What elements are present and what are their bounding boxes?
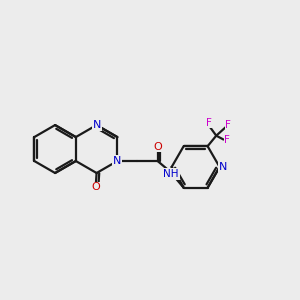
Text: O: O: [91, 182, 100, 192]
Text: F: F: [225, 120, 231, 130]
Text: N: N: [113, 156, 122, 166]
Text: O: O: [153, 142, 162, 152]
Text: NH: NH: [163, 169, 179, 179]
Text: N: N: [92, 120, 101, 130]
Text: N: N: [219, 162, 228, 172]
Text: F: F: [224, 134, 230, 145]
Text: F: F: [206, 118, 212, 128]
